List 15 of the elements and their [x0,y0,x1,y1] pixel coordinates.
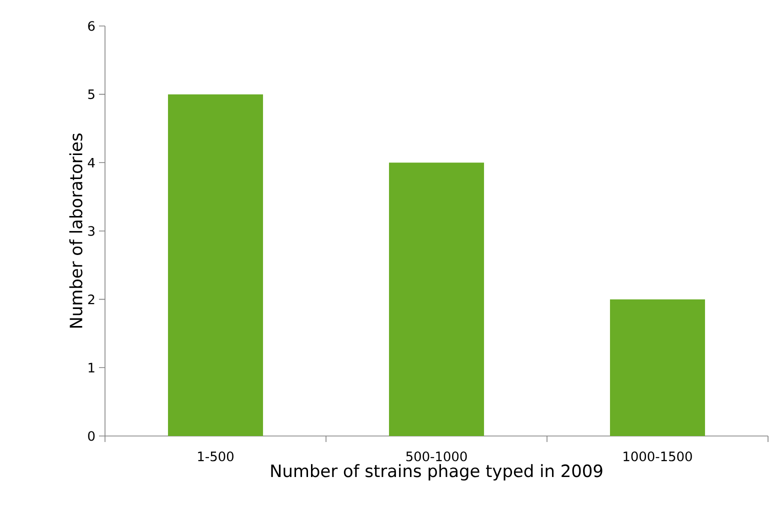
bar [168,94,264,436]
y-tick-label: 5 [88,90,94,100]
x-axis-title: Number of strains phage typed in 2009 [271,464,602,481]
bar [388,162,484,436]
y-tick-label: 6 [88,21,95,31]
y-axis-title: Number of laboratories [69,134,82,328]
x-tick-label: 1000-1500 [624,452,692,462]
y-tick-label: 3 [88,226,94,236]
y-tick-label: 0 [88,431,95,441]
bar [610,299,706,436]
x-tick-label: 500-1000 [406,452,467,462]
x-tick-label: 1-500 [198,452,234,462]
y-tick-label: 4 [88,158,95,168]
y-tick-label: 1 [88,362,94,372]
y-tick-label: 2 [88,294,94,304]
